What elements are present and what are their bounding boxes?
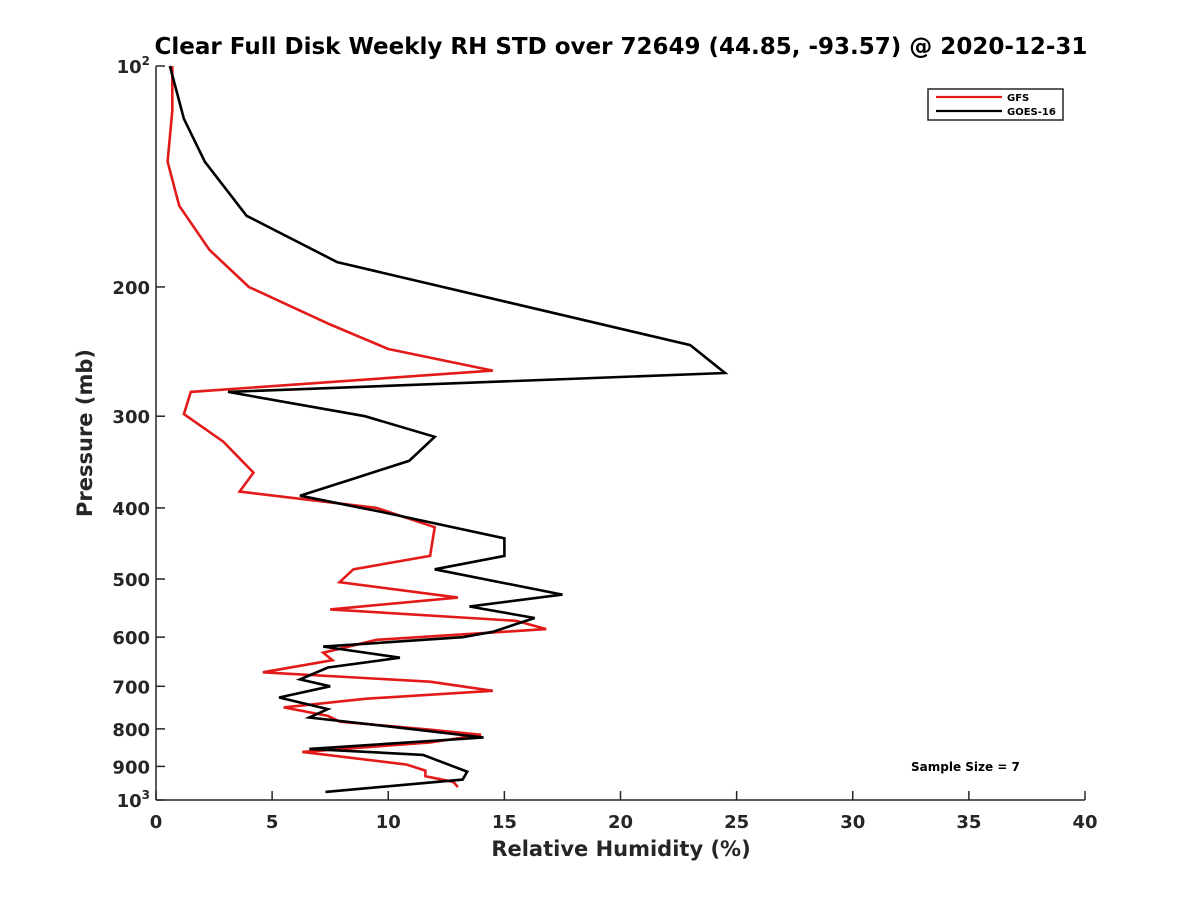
y-tick-label: 800 <box>112 720 150 741</box>
x-tick-label: 10 <box>376 812 401 833</box>
x-tick-label: 20 <box>608 812 633 833</box>
x-tick-label: 0 <box>150 812 163 833</box>
chart-title: Clear Full Disk Weekly RH STD over 72649… <box>155 34 1088 60</box>
x-tick-label: 15 <box>492 812 517 833</box>
x-tick-label: 5 <box>266 812 279 833</box>
x-tick-label: 25 <box>724 812 749 833</box>
x-ticks: 0 5 10 15 20 25 30 35 40 <box>150 791 1098 833</box>
y-axis-label: Pressure (mb) <box>73 349 97 517</box>
legend: GFS GOES-16 <box>927 88 1064 121</box>
y-tick-label: 300 <box>112 407 150 428</box>
y-tick-label: 700 <box>112 677 150 698</box>
series-line-gfs <box>166 66 547 788</box>
x-tick-label: 35 <box>956 812 981 833</box>
y-tick-label: 900 <box>112 757 150 778</box>
y-tick-label: 103 <box>117 788 150 812</box>
x-axis-label: Relative Humidity (%) <box>491 837 750 861</box>
y-tick-label: 600 <box>112 628 150 649</box>
legend-box <box>927 88 1064 121</box>
x-tick-label: 40 <box>1072 812 1097 833</box>
y-ticks: 102 200 300 400 500 600 700 800 900 103 <box>112 54 165 812</box>
legend-label-goes16: GOES-16 <box>1007 107 1056 118</box>
plot-area <box>166 65 729 794</box>
series-line-goes16 <box>168 65 729 794</box>
sample-size-annotation: Sample Size = 7 <box>911 760 1020 774</box>
plot-background <box>156 66 1085 800</box>
y-tick-label: 200 <box>112 278 150 299</box>
legend-label-gfs: GFS <box>1007 93 1029 104</box>
y-tick-label: 102 <box>117 54 150 78</box>
y-tick-label: 400 <box>112 499 150 520</box>
x-tick-label: 30 <box>840 812 865 833</box>
y-tick-label: 500 <box>112 570 150 591</box>
